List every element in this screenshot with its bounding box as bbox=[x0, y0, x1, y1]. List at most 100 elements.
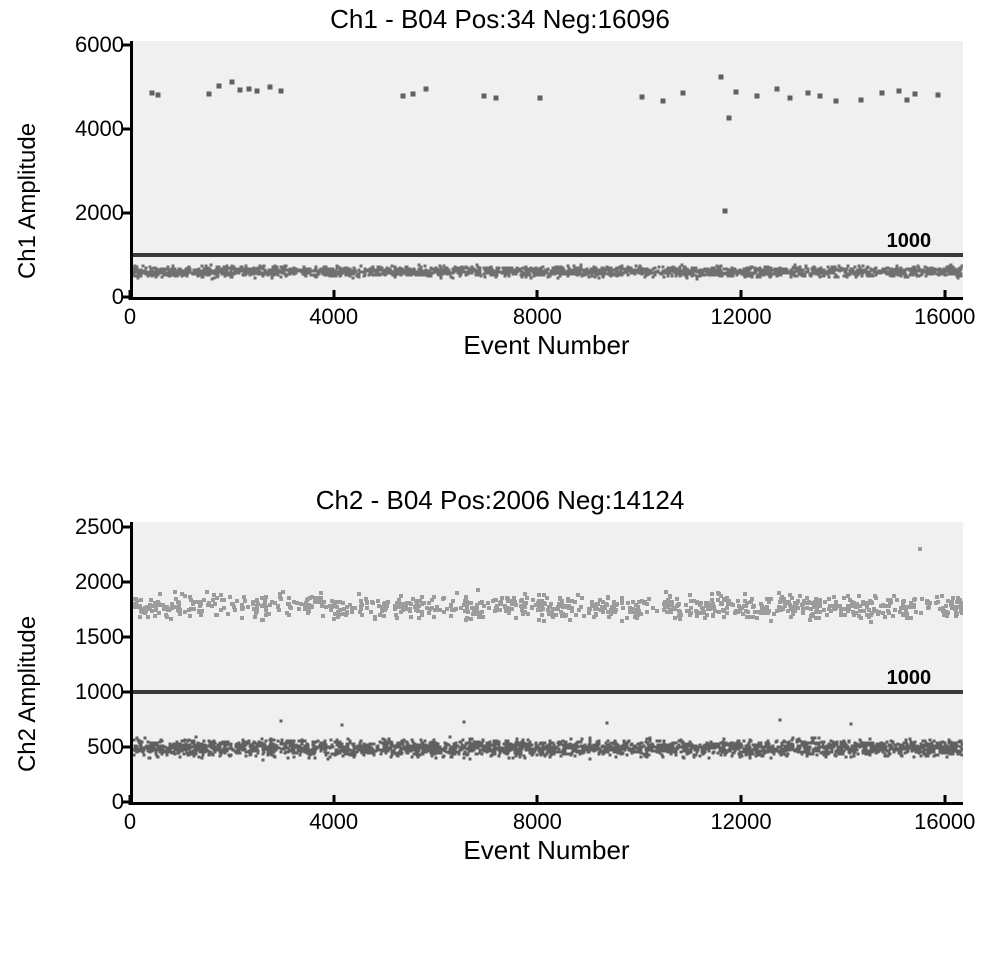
xtick-mark bbox=[332, 290, 335, 300]
negative-point bbox=[877, 751, 880, 754]
negative-point bbox=[752, 273, 755, 276]
negative-point bbox=[882, 743, 885, 746]
positive-point bbox=[722, 208, 727, 213]
xtick-label: 8000 bbox=[513, 304, 562, 330]
negative-point bbox=[585, 268, 588, 271]
negative-point bbox=[568, 269, 571, 272]
negative-point bbox=[775, 275, 778, 278]
negative-point bbox=[145, 747, 148, 750]
negative-point bbox=[604, 269, 607, 272]
negative-point bbox=[759, 741, 762, 744]
negative-point bbox=[780, 749, 783, 752]
negative-point bbox=[818, 744, 821, 747]
negative-point bbox=[765, 749, 768, 752]
negative-point bbox=[755, 747, 758, 750]
chart1-yticks: 0200040006000 bbox=[56, 41, 130, 297]
negative-point bbox=[803, 749, 806, 752]
threshold-label: 1000 bbox=[887, 230, 932, 253]
negative-point bbox=[763, 266, 766, 269]
negative-point bbox=[168, 271, 171, 274]
negative-point bbox=[651, 750, 654, 753]
negative-point bbox=[859, 266, 862, 269]
negative-point bbox=[803, 741, 806, 744]
negative-point bbox=[237, 271, 240, 274]
negative-point bbox=[924, 270, 927, 273]
negative-point bbox=[828, 742, 831, 745]
negative-point bbox=[399, 748, 402, 751]
negative-point bbox=[789, 745, 792, 748]
positive-point bbox=[775, 87, 780, 92]
negative-point bbox=[369, 751, 372, 754]
negative-point bbox=[194, 736, 197, 739]
negative-point bbox=[352, 277, 355, 280]
negative-point bbox=[172, 264, 175, 267]
negative-point bbox=[345, 267, 348, 270]
negative-point bbox=[209, 264, 212, 267]
positive-point bbox=[897, 88, 902, 93]
negative-point bbox=[457, 745, 460, 748]
negative-point bbox=[814, 748, 817, 751]
negative-point bbox=[707, 756, 710, 759]
negative-point bbox=[485, 266, 488, 269]
negative-point bbox=[810, 741, 813, 744]
negative-point bbox=[534, 749, 537, 752]
negative-point bbox=[217, 274, 220, 277]
negative-point bbox=[661, 756, 664, 759]
chart2-plot-area: 1000 bbox=[130, 522, 963, 805]
negative-point bbox=[267, 754, 270, 757]
negative-point bbox=[826, 747, 829, 750]
chart2-title: Ch2 - B04 Pos:2006 Neg:14124 bbox=[0, 481, 1000, 522]
negative-point bbox=[531, 270, 534, 273]
negative-point bbox=[925, 266, 928, 269]
negative-point bbox=[230, 276, 233, 279]
negative-point bbox=[568, 744, 571, 747]
negative-point bbox=[828, 271, 831, 274]
negative-point bbox=[657, 743, 660, 746]
negative-point bbox=[410, 271, 413, 274]
negative-point bbox=[375, 273, 378, 276]
negative-point bbox=[429, 273, 432, 276]
negative-point bbox=[304, 746, 307, 749]
negative-point bbox=[690, 748, 693, 751]
negative-point bbox=[547, 275, 550, 278]
positive-point bbox=[411, 91, 416, 96]
negative-point bbox=[444, 741, 447, 744]
negative-point bbox=[666, 751, 669, 754]
positive-point bbox=[423, 86, 428, 91]
negative-point bbox=[913, 756, 916, 759]
negative-point bbox=[496, 270, 499, 273]
negative-point bbox=[639, 756, 642, 759]
negative-point bbox=[307, 756, 310, 759]
negative-point bbox=[902, 745, 905, 748]
negative-point bbox=[587, 276, 590, 279]
negative-point bbox=[872, 270, 875, 273]
negative-point bbox=[588, 744, 591, 747]
negative-point bbox=[900, 755, 903, 758]
negative-point bbox=[371, 746, 374, 749]
negative-point bbox=[900, 275, 903, 278]
negative-point bbox=[588, 757, 591, 760]
negative-point bbox=[390, 270, 393, 273]
positive-point bbox=[935, 92, 940, 97]
negative-point bbox=[754, 755, 757, 758]
negative-point bbox=[248, 749, 251, 752]
negative-point bbox=[405, 747, 408, 750]
negative-point bbox=[251, 746, 254, 749]
negative-point bbox=[925, 754, 928, 757]
negative-point bbox=[465, 271, 468, 274]
negative-point bbox=[351, 744, 354, 747]
negative-point bbox=[809, 752, 812, 755]
negative-point bbox=[588, 740, 591, 743]
negative-point bbox=[520, 753, 523, 756]
negative-point bbox=[661, 269, 664, 272]
negative-point bbox=[851, 268, 854, 271]
negative-point bbox=[830, 750, 833, 753]
negative-point bbox=[181, 740, 184, 743]
negative-point bbox=[917, 269, 920, 272]
chart1-plot-row: Ch1 Amplitude 0200040006000 1000 0400080… bbox=[0, 41, 1000, 361]
negative-point bbox=[877, 746, 880, 749]
chart2-plot-row: Ch2 Amplitude 05001000150020002500 1000 … bbox=[0, 522, 1000, 866]
negative-point bbox=[232, 271, 235, 274]
negative-point bbox=[280, 739, 283, 742]
negative-point bbox=[852, 755, 855, 758]
